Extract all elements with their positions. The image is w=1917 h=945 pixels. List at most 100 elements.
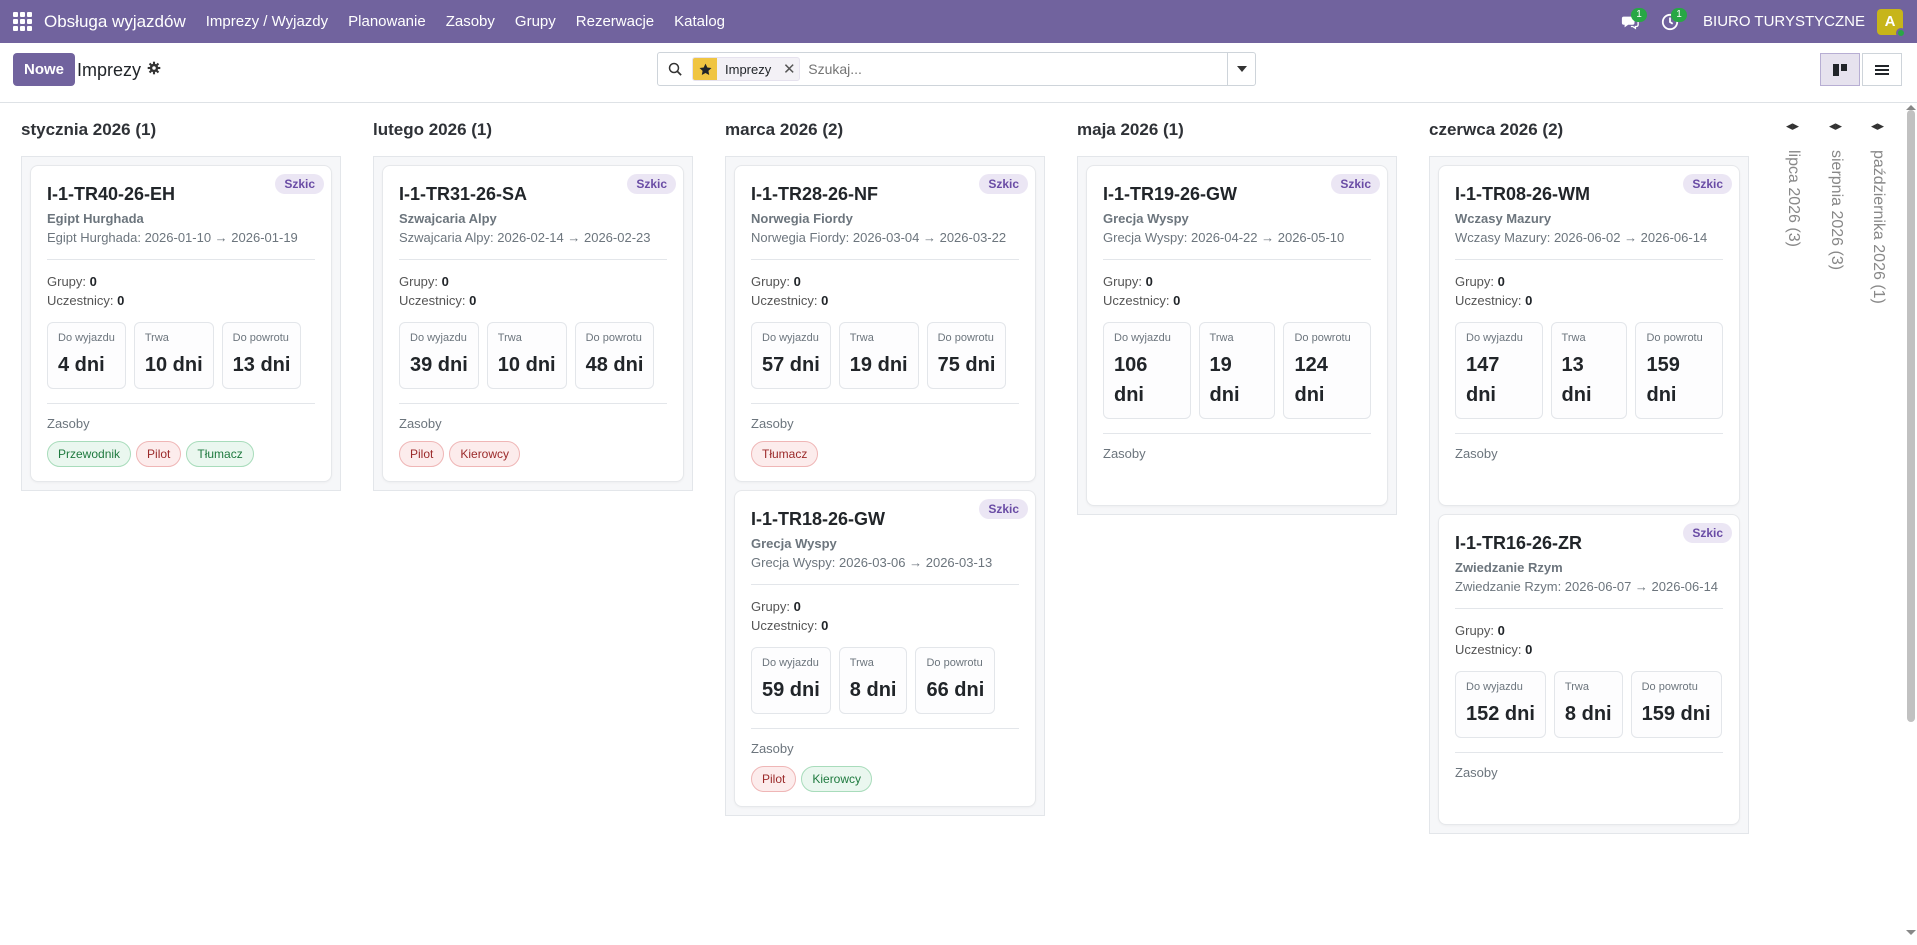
resource-tag[interactable]: Tłumacz (186, 441, 254, 467)
facet-label: Imprezy (725, 61, 772, 77)
folded-column-title: października 2026 (1) (1870, 150, 1887, 304)
card-code: I-1-TR28-26-NF (751, 184, 879, 204)
participants-line: Uczestnicy: 0 (1455, 291, 1723, 310)
resource-tag[interactable]: Pilot (751, 766, 797, 792)
search-input[interactable] (808, 61, 1227, 77)
menu-item-planowanie[interactable]: Planowanie (348, 13, 426, 30)
kanban-card[interactable]: Szkic I-1-TR08-26-WM Wczasy Mazury Wczasy M… (1438, 165, 1740, 506)
vertical-scrollbar[interactable] (1907, 110, 1915, 722)
messages-button[interactable]: 1 (1615, 0, 1648, 43)
resource-tag[interactable]: Pilot (136, 441, 182, 467)
app-brand[interactable]: Obsługa wyjazdów (44, 11, 186, 31)
divider (1103, 259, 1371, 260)
column-title[interactable]: lutego 2026 (1) (373, 120, 493, 139)
resource-tag[interactable]: Pilot (399, 441, 445, 467)
card-route: Grecja Wyspy: 2026-04-22 → 2026-05-10 (1103, 230, 1345, 245)
participants-value: 0 (469, 293, 477, 308)
menu-item-rezerwacje[interactable]: Rezerwacje (575, 13, 655, 30)
stat-box: Trwa 19 dni (1198, 322, 1276, 419)
kanban-view-button[interactable] (1820, 53, 1860, 86)
card-code: I-1-TR19-26-GW (1103, 184, 1238, 204)
resource-tag[interactable]: Kierowcy (801, 766, 873, 792)
stat-label: Do wyjazdu (762, 657, 819, 669)
kanban-column: czerwca 2026 (2) Szkic I-1-TR08-26-WM Wczas… (1429, 104, 1749, 834)
gear-icon[interactable] (147, 61, 161, 75)
column-title[interactable]: maja 2026 (1) (1077, 120, 1184, 139)
groups-label: Grupy: (1455, 274, 1495, 289)
expand-icon[interactable]: ◂▸ (1871, 118, 1885, 133)
groups-line: Grupy: 0 (1455, 272, 1723, 291)
column-title[interactable]: marca 2026 (2) (725, 120, 844, 139)
participants-line: Uczestnicy: 0 (751, 291, 1019, 310)
expand-icon[interactable]: ◂▸ (1829, 118, 1843, 133)
kanban-card[interactable]: Szkic I-1-TR31-26-SA Szwajcaria Alpy Szwajc… (382, 165, 684, 482)
kanban-card[interactable]: Szkic I-1-TR19-26-GW Grecja Wyspy Grecja Wy… (1086, 165, 1388, 506)
list-view-button[interactable] (1862, 53, 1902, 86)
column-body: Szkic I-1-TR08-26-WM Wczasy Mazury Wczasy M… (1429, 156, 1749, 834)
column-title[interactable]: stycznia 2026 (1) (21, 120, 157, 139)
column-title[interactable]: czerwca 2026 (2) (1429, 120, 1564, 139)
kanban-card[interactable]: Szkic I-1-TR40-26-EH Egipt Hurghada Egipt H… (30, 165, 332, 482)
stat-label: Do powrotu (1294, 332, 1351, 344)
status-badge: Szkic (1331, 174, 1380, 194)
scroll-up-icon[interactable] (1906, 105, 1916, 110)
groups-value: 0 (793, 274, 801, 289)
user-avatar[interactable]: A (1877, 8, 1906, 38)
resource-tag[interactable]: Przewodnik (47, 441, 132, 467)
stat-box: Trwa 13 dni (1550, 322, 1628, 419)
stat-box: Do powrotu 159 dni (1630, 671, 1722, 738)
groups-label: Grupy: (751, 274, 791, 289)
menu-item-zasoby[interactable]: Zasoby (445, 13, 495, 30)
resource-tag[interactable]: Tłumacz (751, 441, 819, 467)
expand-icon[interactable]: ◂▸ (1786, 118, 1800, 133)
groups-line: Grupy: 0 (399, 272, 667, 291)
stat-value: 10 dni (144, 354, 203, 376)
apps-menu-icon[interactable] (0, 0, 44, 43)
folded-column[interactable]: ◂▸ lipca 2026 (3) (1774, 104, 1814, 424)
participants-value: 0 (1525, 642, 1533, 657)
card-route: Grecja Wyspy: 2026-03-06 → 2026-03-13 (751, 555, 993, 570)
participants-label: Uczestnicy: (47, 293, 114, 308)
stat-box: Do powrotu 75 dni (926, 322, 1007, 389)
star-icon (693, 58, 717, 80)
search-icon[interactable] (658, 53, 692, 85)
folded-column[interactable]: ◂▸ października 2026 (1) (1859, 104, 1899, 424)
company-switcher[interactable]: BIURO TURYSTYCZNE (1703, 13, 1865, 30)
stat-box: Do wyjazdu 4 dni (47, 322, 126, 389)
stat-value: 39 dni (410, 354, 468, 376)
control-panel: Nowe Imprezy Imprezy ✕ (0, 43, 1917, 103)
groups-label: Grupy: (1103, 274, 1143, 289)
activities-button[interactable]: 1 (1655, 0, 1688, 43)
resources-label: Zasoby (399, 416, 442, 431)
stat-value: 8 dni (1564, 703, 1612, 725)
stat-value: 124 dni (1294, 354, 1328, 406)
groups-line: Grupy: 0 (751, 597, 1019, 616)
menu-item-imprezy[interactable]: Imprezy / Wyjazdy (205, 13, 329, 30)
participants-label: Uczestnicy: (1455, 293, 1522, 308)
stat-box: Trwa 8 dni (1553, 671, 1623, 738)
stat-label: Do powrotu (1641, 681, 1698, 693)
stat-box: Do wyjazdu 39 dni (399, 322, 479, 389)
stat-value: 13 dni (232, 354, 291, 376)
menu-item-katalog[interactable]: Katalog (674, 13, 726, 30)
close-icon[interactable]: ✕ (782, 61, 796, 78)
messages-badge: 1 (1631, 8, 1648, 22)
resource-tag[interactable]: Kierowcy (449, 441, 521, 467)
kanban-card[interactable]: Szkic I-1-TR18-26-GW Grecja Wyspy Grecja Wy… (734, 490, 1036, 807)
column-body: Szkic I-1-TR40-26-EH Egipt Hurghada Egipt H… (21, 156, 341, 491)
stat-box: Do wyjazdu 147 dni (1455, 322, 1543, 419)
menu-item-grupy[interactable]: Grupy (514, 13, 556, 30)
divider (399, 403, 667, 404)
card-code: I-1-TR31-26-SA (399, 184, 528, 204)
groups-value: 0 (1497, 623, 1505, 638)
folded-column[interactable]: ◂▸ sierpnia 2026 (3) (1817, 104, 1857, 424)
stat-value: 159 dni (1641, 703, 1711, 725)
stat-label: Trwa (1564, 681, 1589, 693)
kanban-card[interactable]: Szkic I-1-TR28-26-NF Norwegia Fiordy Norweg… (734, 165, 1036, 482)
search-options-toggle[interactable] (1227, 53, 1255, 85)
scroll-down-icon[interactable] (1906, 930, 1916, 935)
activities-badge: 1 (1671, 8, 1688, 22)
new-button[interactable]: Nowe (13, 53, 76, 86)
kanban-card[interactable]: Szkic I-1-TR16-26-ZR Zwiedzanie Rzym Zwiedz… (1438, 514, 1740, 825)
card-destination: Grecja Wyspy (751, 536, 837, 551)
